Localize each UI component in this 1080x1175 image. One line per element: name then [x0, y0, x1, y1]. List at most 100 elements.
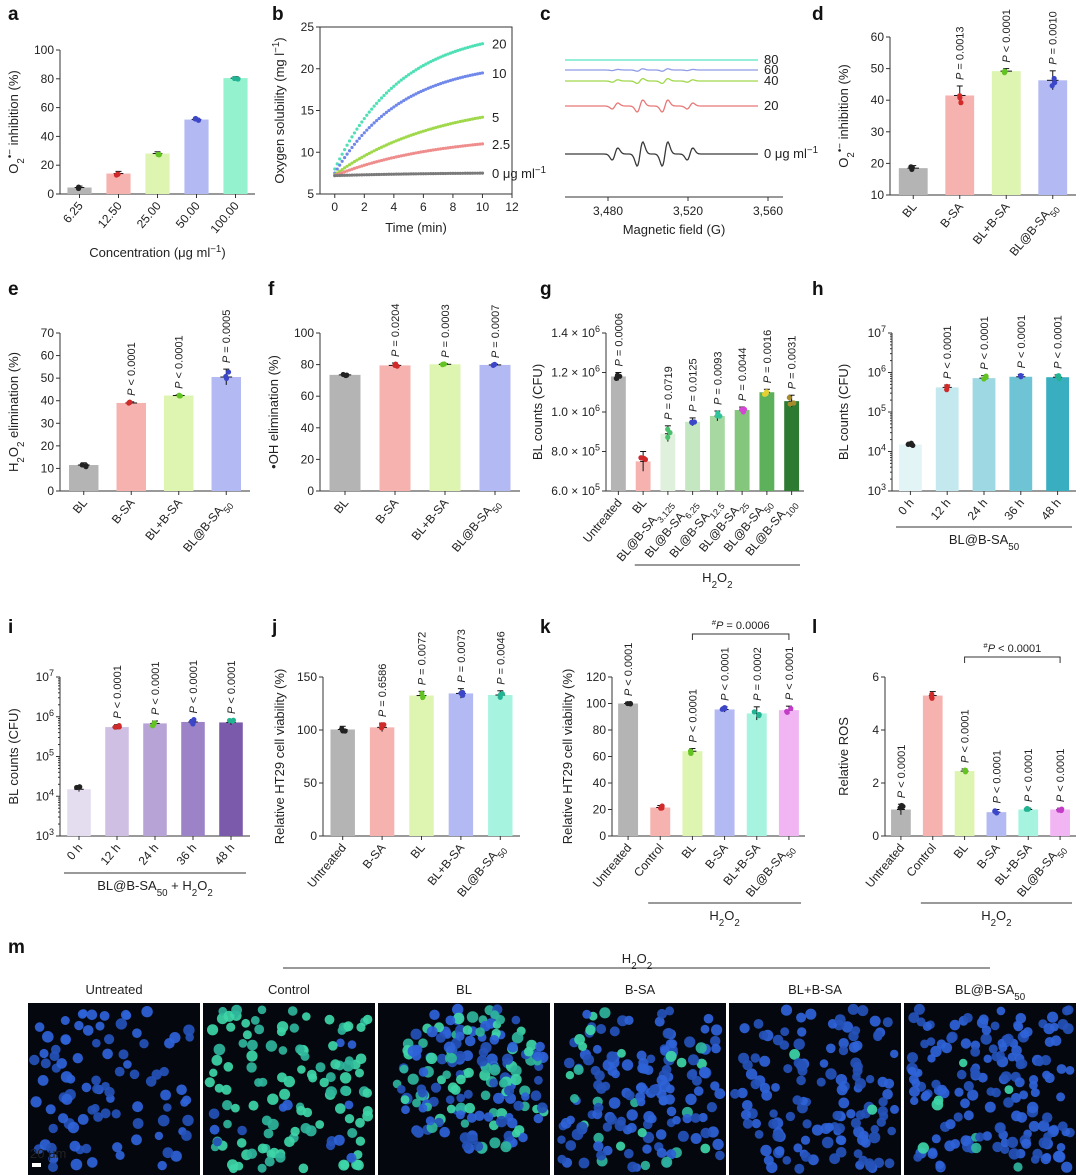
cell	[475, 1027, 485, 1037]
series-point	[357, 136, 361, 140]
y-tick-label: 0	[310, 829, 317, 843]
cell	[578, 1157, 590, 1169]
cell	[275, 1152, 286, 1163]
cell	[42, 1031, 54, 1043]
series-point	[387, 89, 391, 93]
data-point	[441, 361, 447, 367]
cell	[81, 1082, 92, 1093]
series-point	[446, 171, 450, 176]
cell	[182, 1095, 192, 1105]
series-point	[409, 94, 413, 98]
series-point	[382, 93, 386, 98]
cell	[802, 1119, 812, 1129]
y-tick-label: 6	[872, 670, 879, 684]
series-label: 10	[492, 66, 506, 81]
series-point	[372, 121, 376, 125]
cell	[811, 1124, 824, 1136]
cell	[455, 1031, 465, 1041]
series-point	[392, 140, 396, 144]
x-tick-label: 8	[450, 200, 457, 214]
series-point	[397, 80, 401, 84]
cell	[289, 1023, 299, 1033]
cell	[412, 1044, 423, 1055]
cell	[86, 1009, 98, 1021]
data-point	[958, 100, 964, 106]
series-point	[429, 172, 433, 176]
data-point	[667, 430, 673, 436]
x-tick-label: BL@B-SA50	[180, 496, 235, 557]
series-point	[333, 174, 337, 178]
cell	[339, 1072, 352, 1084]
cell	[838, 1097, 850, 1109]
cell	[596, 1083, 607, 1094]
data-point	[900, 803, 906, 810]
cell	[594, 1070, 605, 1081]
x-tick-label: BL	[331, 496, 351, 516]
cell	[687, 1054, 699, 1066]
cell	[970, 1047, 981, 1057]
bar	[660, 433, 676, 491]
cell	[793, 1038, 805, 1050]
cell	[355, 1053, 367, 1065]
cell	[297, 1065, 306, 1074]
x-tick-label: 0	[331, 200, 338, 214]
series-point	[411, 93, 416, 97]
series-point	[421, 150, 425, 154]
cell	[430, 1082, 442, 1093]
cell	[455, 1110, 465, 1120]
cell	[222, 1100, 233, 1111]
series-point	[350, 167, 354, 171]
bar	[922, 695, 943, 836]
micrograph	[729, 1003, 901, 1175]
series-point	[426, 86, 430, 90]
series-point	[340, 152, 344, 156]
cell	[867, 1104, 878, 1115]
series-point	[347, 139, 352, 143]
data-point	[112, 724, 118, 730]
series-point	[357, 165, 361, 169]
cell	[480, 1090, 491, 1101]
cell	[890, 1049, 899, 1059]
series-label: 0 μg ml−1	[764, 145, 818, 162]
series-point	[416, 131, 421, 135]
series-point	[350, 161, 354, 165]
cell	[573, 1064, 584, 1075]
y-tick-label: 20	[41, 158, 55, 172]
cell	[532, 1051, 543, 1062]
series-point	[426, 172, 430, 176]
y-tick-label: 107	[36, 668, 54, 684]
cell	[81, 1143, 92, 1154]
data-point	[992, 808, 998, 814]
cell	[857, 1005, 869, 1017]
cell	[325, 1086, 337, 1098]
data-point	[419, 690, 425, 697]
cell	[677, 1130, 689, 1142]
cell	[760, 1144, 772, 1157]
cell	[751, 1118, 761, 1129]
series-point	[352, 173, 357, 177]
cell	[463, 1067, 474, 1078]
p-value-label: P < 0.0001	[991, 750, 1003, 804]
chart-panel-i: 103 104 105 106 107 BL counts (CFU) 0 h 12 h P <…	[6, 660, 250, 899]
cell	[91, 1075, 101, 1086]
series-point	[377, 146, 381, 150]
panel-letter-g: g	[540, 279, 552, 300]
panel-letter-i: i	[8, 617, 13, 638]
cell	[242, 1030, 252, 1040]
series-point	[338, 173, 342, 178]
cell	[796, 1060, 808, 1072]
cell	[835, 1135, 846, 1145]
series-point	[466, 171, 470, 175]
cell	[796, 1012, 807, 1023]
series-point	[414, 131, 418, 136]
series-point	[451, 50, 455, 54]
image-label: BL	[456, 982, 472, 997]
series-point	[429, 85, 433, 89]
series-point	[426, 149, 430, 153]
series-point	[466, 143, 470, 148]
series-point	[436, 82, 440, 87]
x-tick-label: B-SA	[360, 841, 389, 871]
data-point	[756, 713, 762, 719]
cell	[873, 1030, 883, 1040]
cell	[642, 1144, 652, 1154]
